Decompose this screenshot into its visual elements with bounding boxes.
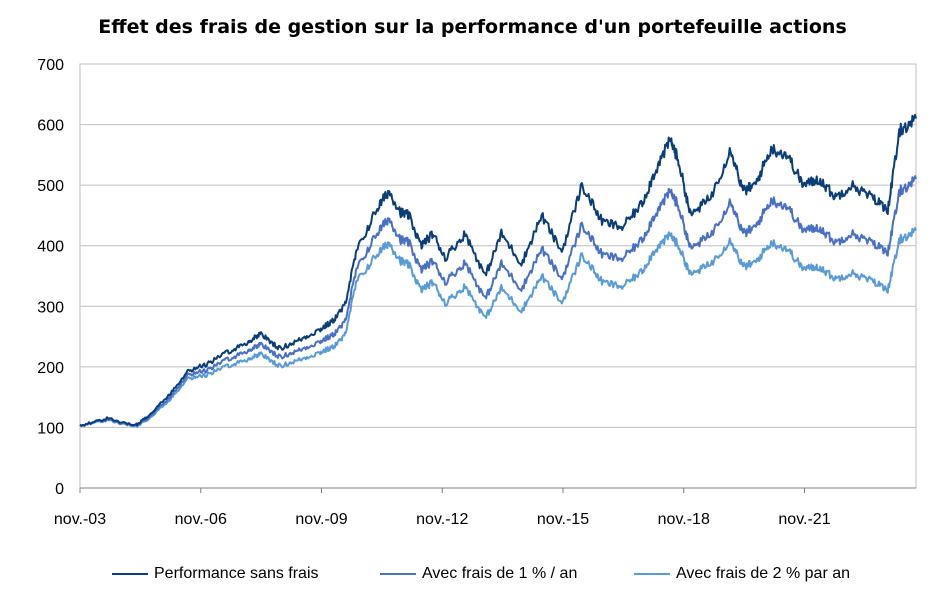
legend-label-frais-2: Avec frais de 2 % par an <box>676 565 851 582</box>
y-tick-label-700: 700 <box>37 57 64 74</box>
series-line-1 <box>79 175 917 428</box>
legend-swatch-frais-2 <box>634 573 670 575</box>
legend: Performance sans frais Avec frais de 1 %… <box>0 562 945 586</box>
x-tick-label-3: nov.-12 <box>416 511 468 528</box>
series-line-2 <box>79 227 917 428</box>
x-tick-label-0: nov.-03 <box>54 511 106 528</box>
axes <box>79 63 917 493</box>
series-lines <box>79 113 917 428</box>
legend-swatch-sans-frais <box>112 573 148 575</box>
y-tick-label-600: 600 <box>37 118 64 135</box>
y-tick-label-400: 400 <box>37 239 64 256</box>
x-tick-label-5: nov.-18 <box>658 511 710 528</box>
x-tick-label-4: nov.-15 <box>537 511 589 528</box>
y-tick-label-0: 0 <box>55 481 64 498</box>
legend-swatch-frais-1 <box>380 573 416 575</box>
legend-item-sans-frais: Performance sans frais <box>112 562 319 586</box>
legend-item-frais-2: Avec frais de 2 % par an <box>634 562 850 586</box>
x-tick-label-6: nov.-21 <box>778 511 830 528</box>
series-line-0 <box>79 113 917 427</box>
legend-label-sans-frais: Performance sans frais <box>154 565 319 582</box>
y-tick-label-500: 500 <box>37 178 64 195</box>
y-tick-label-300: 300 <box>37 299 64 316</box>
legend-item-frais-1: Avec frais de 1 % / an <box>380 562 577 586</box>
legend-label-frais-1: Avec frais de 1 % / an <box>422 565 578 582</box>
y-tick-label-200: 200 <box>37 360 64 377</box>
y-tick-label-100: 100 <box>37 420 64 437</box>
plot-area <box>79 63 917 489</box>
x-tick-label-2: nov.-09 <box>295 511 347 528</box>
chart-title: Effet des frais de gestion sur la perfor… <box>98 16 847 38</box>
x-tick-label-1: nov.-06 <box>175 511 227 528</box>
x-tick-labels: nov.-03 nov.-06 nov.-09 nov.-12 nov.-15 nov.-… <box>54 511 831 528</box>
y-tick-labels: 0 100 200 300 400 500 600 700 <box>37 57 64 498</box>
